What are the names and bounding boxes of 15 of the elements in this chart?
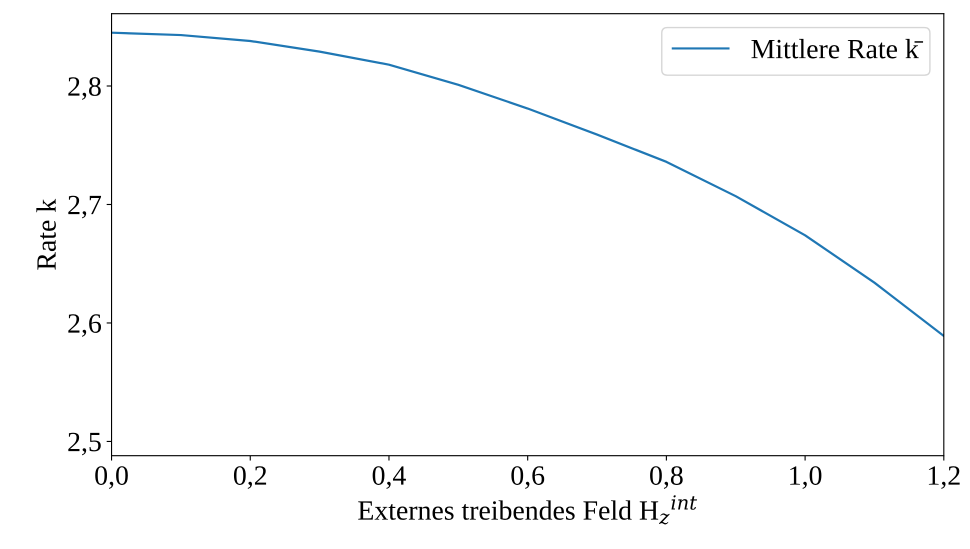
- x-axis-title: Externes treibendes Feld H$_{z}$$^{int}$: [358, 495, 698, 524]
- x-tick-label: 0,4: [372, 466, 406, 489]
- legend-label: Mittlere Rate k̄: [751, 38, 924, 58]
- line-series: [112, 32, 944, 338]
- y-axis-title: Rate k: [36, 198, 56, 270]
- x-tick-label: 0,6: [511, 466, 544, 489]
- x-tick-label: 0,0: [95, 466, 128, 489]
- x-tick-label: 0,8: [650, 466, 683, 489]
- y-tick-label: 2,5: [68, 432, 101, 456]
- x-tick-label: 1,2: [928, 466, 960, 489]
- x-tick-label: 1,0: [790, 466, 822, 489]
- y-tick-label: 2,7: [68, 196, 102, 218]
- y-tick-label: 2,8: [68, 77, 101, 100]
- x-tick-label: 0,2: [234, 466, 266, 489]
- y-tick-label: 2,6: [68, 314, 101, 337]
